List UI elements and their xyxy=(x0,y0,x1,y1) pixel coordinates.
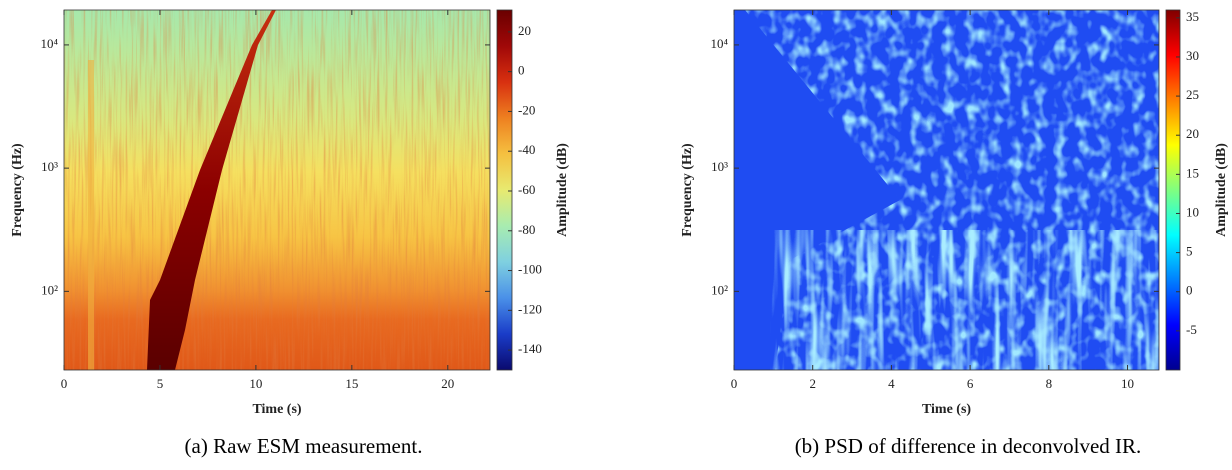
colorbar xyxy=(496,9,513,371)
x-tick-label: 20 xyxy=(441,376,454,391)
colorbar-tick-label: 20 xyxy=(518,23,531,38)
y-tick-label: 10² xyxy=(711,282,728,297)
x-tick-label: 8 xyxy=(1046,376,1053,391)
colorbar-tick-label: 35 xyxy=(1186,9,1199,24)
x-tick-label: 4 xyxy=(888,376,895,391)
colorbar-tick-label: 15 xyxy=(1186,165,1199,180)
colorbar-label: Amplitude (dB) xyxy=(555,143,570,237)
y-tick-label: 10³ xyxy=(711,159,728,174)
caption: (b) PSD of difference in deconvolved IR. xyxy=(795,434,1142,458)
caption: (a) Raw ESM measurement. xyxy=(185,434,423,458)
x-tick-label: 2 xyxy=(809,376,816,391)
colorbar-tick-label: -120 xyxy=(518,301,542,316)
x-axis-label: Time (s) xyxy=(252,402,301,417)
colorbar-tick-label: 25 xyxy=(1186,87,1199,102)
x-tick-label: 6 xyxy=(967,376,974,391)
colorbar-tick-label: -20 xyxy=(518,102,535,117)
y-tick-label: 10⁴ xyxy=(710,36,728,51)
y-tick-label: 10² xyxy=(41,282,58,297)
y-axis-label: Frequency (Hz) xyxy=(10,143,25,237)
colorbar-tick-label: -140 xyxy=(518,341,542,356)
colorbar-tick-label: 5 xyxy=(1186,244,1193,259)
x-tick-label: 0 xyxy=(731,376,738,391)
colorbar-tick-label: -5 xyxy=(1186,322,1197,337)
axes-frame xyxy=(733,9,1160,371)
x-axis-label: Time (s) xyxy=(922,402,971,417)
colorbar xyxy=(1165,9,1181,371)
colorbar-tick-label: 10 xyxy=(1186,204,1199,219)
colorbar-tick-label: 0 xyxy=(518,63,525,78)
axes-frame xyxy=(63,9,491,371)
heatmap-image xyxy=(734,10,1159,370)
heatmap-image xyxy=(64,10,490,370)
x-tick-label: 5 xyxy=(157,376,164,391)
x-tick-label: 10 xyxy=(1121,376,1134,391)
colorbar-tick-label: -100 xyxy=(518,262,542,277)
colorbar-tick-label: 30 xyxy=(1186,48,1199,63)
colorbar-tick-label: 0 xyxy=(1186,283,1193,298)
colorbar-tick-label: -40 xyxy=(518,142,535,157)
colorbar-tick-label: 20 xyxy=(1186,126,1199,141)
x-tick-label: 10 xyxy=(249,376,262,391)
colorbar-tick-label: -80 xyxy=(518,222,535,237)
colorbar-tick-label: -60 xyxy=(518,182,535,197)
colorbar-label: Amplitude (dB) xyxy=(1214,143,1229,237)
y-tick-label: 10⁴ xyxy=(40,36,58,51)
y-axis-label: Frequency (Hz) xyxy=(680,143,695,237)
y-tick-label: 10³ xyxy=(41,159,58,174)
x-tick-label: 15 xyxy=(345,376,358,391)
x-tick-label: 0 xyxy=(61,376,68,391)
